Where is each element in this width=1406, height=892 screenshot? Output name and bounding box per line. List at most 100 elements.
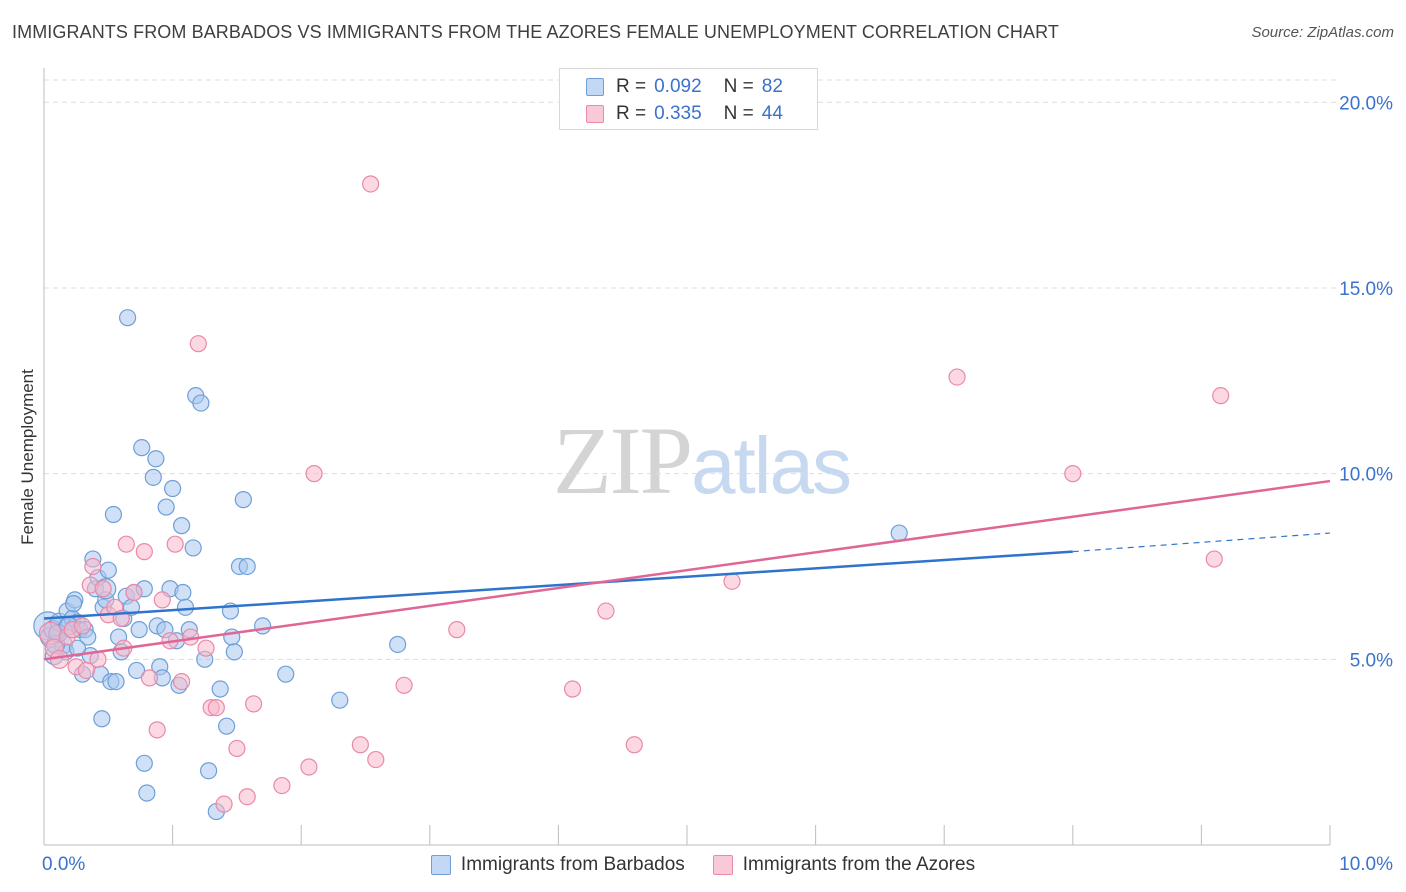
stats-legend: R = 0.092 N = 82 R = 0.335 N = 44 [559, 68, 818, 130]
legend-n-value: 44 [761, 103, 783, 124]
watermark-atlas: atlas [691, 421, 852, 510]
data-point [93, 710, 111, 728]
data-point [140, 669, 159, 687]
data-point [68, 639, 87, 657]
data-point [238, 557, 256, 576]
trend-line-barbados-extension [1072, 532, 1331, 553]
data-point [176, 598, 195, 616]
y-tick-label: 15.0% [1339, 279, 1393, 300]
data-point [723, 572, 741, 590]
data-point [1064, 465, 1082, 483]
data-point [107, 673, 125, 691]
legend-row-barbados: R = 0.092 N = 82 [586, 75, 783, 99]
trend-line-barbados [43, 550, 1073, 620]
data-point [948, 368, 966, 386]
data-point [130, 621, 148, 639]
data-point [245, 695, 263, 713]
data-point [64, 595, 83, 613]
legend-n-label: N = [723, 103, 754, 124]
legend-item-barbados[interactable]: Immigrants from Barbados [430, 854, 685, 876]
series-azores-points [38, 175, 1230, 813]
data-point [228, 739, 246, 758]
data-point [99, 561, 117, 579]
data-point [207, 698, 225, 717]
series-legend: Immigrants from Barbados Immigrants from… [0, 852, 1406, 878]
data-point [174, 583, 192, 602]
data-point [300, 758, 318, 776]
x-tick-label: 10.0% [1339, 854, 1393, 875]
data-point [94, 580, 112, 598]
series-barbados-points [33, 309, 908, 821]
data-point [395, 676, 413, 694]
legend-swatch-blue [430, 855, 451, 875]
data-point [234, 491, 252, 509]
axes [43, 68, 1331, 846]
y-tick-label: 20.0% [1339, 93, 1393, 114]
data-point [147, 450, 165, 468]
data-point [77, 661, 96, 680]
data-point [273, 776, 291, 795]
data-point [362, 175, 380, 193]
data-point [254, 617, 272, 635]
legend-swatch-pink [712, 855, 733, 875]
data-point [211, 680, 229, 698]
chart-title: IMMIGRANTS FROM BARBADOS VS IMMIGRANTS F… [12, 22, 1059, 42]
trend-lines [43, 479, 1331, 661]
data-point [200, 762, 218, 780]
legend-label-barbados: Immigrants from Barbados [460, 854, 685, 875]
data-point [84, 557, 102, 576]
legend-r-label: R = [616, 103, 647, 124]
data-point [157, 498, 175, 516]
data-point [238, 788, 256, 806]
legend-r-value: 0.092 [654, 76, 702, 97]
data-point [127, 661, 146, 680]
data-point [118, 309, 137, 327]
legend-label-azores: Immigrants from the Azores [742, 854, 976, 875]
data-point [153, 591, 171, 609]
watermark-zip: ZIP [553, 407, 693, 514]
data-point [138, 784, 156, 802]
tick-labels: 5.0% 10.0% 15.0% 20.0% 0.0% 10.0% [42, 93, 1393, 875]
data-point [448, 621, 466, 639]
data-point [104, 505, 123, 524]
legend-item-azores[interactable]: Immigrants from the Azores [712, 854, 976, 876]
data-point [389, 635, 407, 654]
data-point [184, 539, 202, 557]
source-label: Source: ZipAtlas.com [1251, 24, 1394, 41]
data-point [164, 479, 182, 498]
data-point [144, 468, 162, 486]
watermark: ZIPatlas [553, 405, 852, 516]
data-point [135, 754, 153, 772]
legend-swatch-pink [586, 105, 604, 123]
legend-n-value: 82 [761, 76, 783, 97]
legend-r-value: 0.335 [654, 103, 702, 124]
data-point [135, 543, 153, 561]
data-point [1205, 550, 1223, 568]
data-point [133, 439, 151, 457]
data-point [225, 643, 243, 661]
data-point [148, 721, 166, 739]
legend-swatch-blue [586, 78, 604, 96]
x-tick-label: 0.0% [42, 854, 85, 875]
y-tick-label: 10.0% [1339, 465, 1393, 486]
data-point [189, 335, 207, 353]
data-point [197, 639, 215, 657]
y-tick-label: 5.0% [1350, 650, 1393, 671]
data-point [117, 535, 135, 553]
data-point [563, 680, 582, 698]
data-point [597, 602, 615, 620]
data-point [218, 717, 236, 735]
data-point [73, 617, 92, 635]
data-point [331, 691, 349, 709]
data-point [49, 649, 70, 669]
data-point [351, 736, 369, 754]
data-point [1212, 387, 1230, 405]
data-point [192, 394, 210, 412]
data-point [173, 673, 191, 691]
data-point [166, 535, 184, 553]
data-point [625, 736, 643, 754]
trend-line-azores [43, 479, 1331, 661]
data-point [367, 750, 385, 769]
y-axis-label: Female Unemployment [18, 369, 37, 545]
